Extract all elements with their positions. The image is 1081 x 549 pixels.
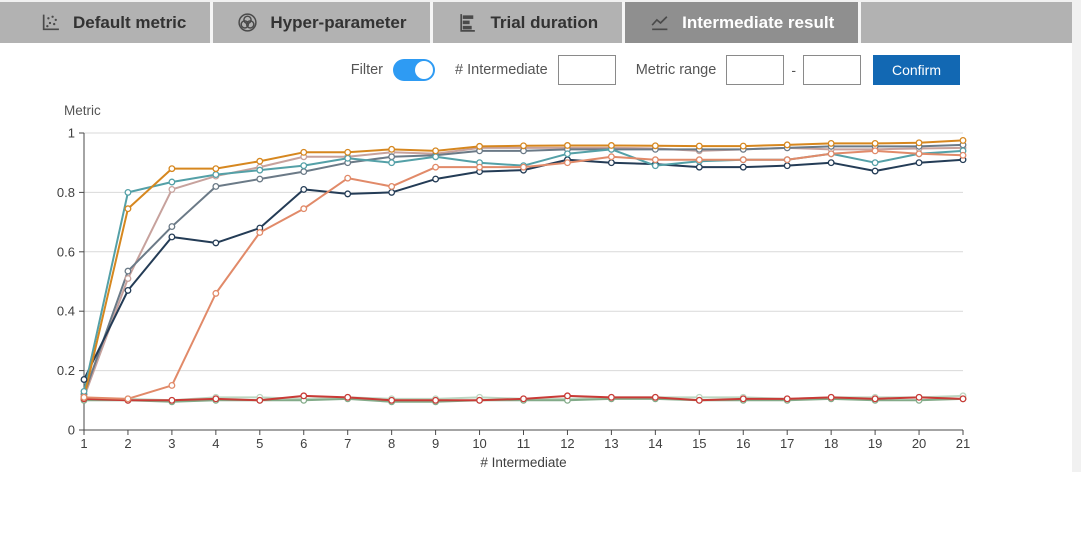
tab-label: Intermediate result	[682, 12, 835, 32]
svg-text:1: 1	[80, 436, 87, 451]
svg-text:20: 20	[912, 436, 926, 451]
tab-hyper-parameter[interactable]: Hyper-parameter	[213, 2, 434, 43]
metric-range-max-input[interactable]	[802, 54, 861, 85]
filter-bar: Filter # Intermediate Metric range - Con…	[0, 43, 1072, 96]
svg-text:21: 21	[956, 436, 970, 451]
intermediate-chart: 00.20.40.60.811 2 3 4 5 6 7 8 9 10 11 12 13 14 15 16 17 1…	[57, 103, 970, 470]
svg-text:15: 15	[692, 436, 706, 451]
line-chart-icon	[649, 12, 670, 33]
tab-label: Hyper-parameter	[270, 12, 407, 32]
tab-bar: Default metric Hyper-parameter	[0, 2, 1072, 43]
duration-bars-icon	[457, 12, 478, 33]
svg-text:# Intermediate: # Intermediate	[480, 455, 566, 470]
svg-text:12: 12	[560, 436, 574, 451]
svg-text:0.2: 0.2	[57, 363, 75, 378]
metric-range-label: Metric range	[635, 61, 717, 78]
svg-text:3: 3	[168, 436, 175, 451]
tab-intermediate-result[interactable]: Intermediate result	[625, 2, 862, 43]
metric-range-min-input[interactable]	[726, 54, 785, 85]
intermediate-count-label: # Intermediate	[455, 61, 548, 78]
svg-text:0: 0	[68, 423, 75, 438]
confirm-button[interactable]: Confirm	[872, 54, 960, 85]
svg-text:14: 14	[648, 436, 662, 451]
tab-label: Default metric	[73, 12, 187, 32]
filter-toggle[interactable]	[393, 58, 436, 81]
tab-bar-filler	[861, 2, 1072, 43]
svg-text:10: 10	[472, 436, 486, 451]
toggle-knob	[415, 60, 434, 79]
svg-text:1: 1	[68, 126, 75, 141]
tab-default-metric[interactable]: Default metric	[0, 2, 214, 43]
svg-text:4: 4	[212, 436, 219, 451]
range-separator: -	[791, 61, 796, 78]
svg-text:18: 18	[824, 436, 838, 451]
svg-text:9: 9	[432, 436, 439, 451]
svg-text:7: 7	[344, 436, 351, 451]
hyper-parameter-icon	[237, 12, 258, 33]
svg-text:5: 5	[256, 436, 263, 451]
svg-text:19: 19	[868, 436, 882, 451]
svg-text:13: 13	[604, 436, 618, 451]
content-card: Default metric Hyper-parameter	[0, 2, 1072, 472]
chart-container: 0 0.2 0.4 0.6 0.8 1 1 2 3 4 5 6 7 8 9 10 11 12 13 14 15 16 17 1…	[0, 96, 1072, 470]
scatter-plot-icon	[40, 12, 61, 33]
tab-trial-duration[interactable]: Trial duration	[433, 2, 626, 43]
svg-text:Metric: Metric	[64, 103, 101, 118]
svg-text:8: 8	[388, 436, 395, 451]
filter-label: Filter	[350, 61, 384, 78]
svg-text:2: 2	[124, 436, 131, 451]
svg-text:0.6: 0.6	[57, 244, 75, 259]
svg-text:0.8: 0.8	[57, 185, 75, 200]
intermediate-count-input[interactable]	[557, 54, 616, 85]
svg-text:0.4: 0.4	[57, 304, 75, 319]
svg-text:17: 17	[780, 436, 794, 451]
svg-text:16: 16	[736, 436, 750, 451]
svg-text:6: 6	[300, 436, 307, 451]
svg-text:11: 11	[517, 436, 531, 451]
tab-label: Trial duration	[490, 12, 599, 32]
